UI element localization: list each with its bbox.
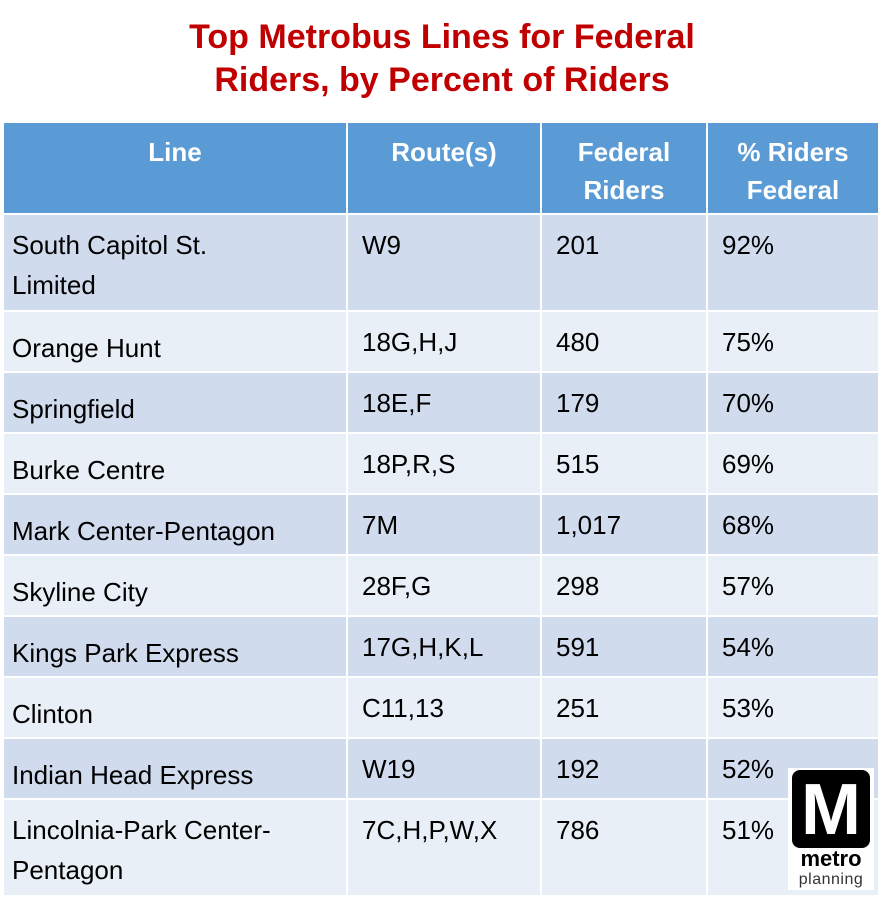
cell-federal-riders: 786 (540, 798, 708, 897)
metro-planning-logo: M metro planning (788, 768, 874, 890)
cell-pct-federal: 69% (706, 432, 880, 495)
cell-line: Clinton (2, 676, 348, 739)
cell-line: Burke Centre (2, 432, 348, 495)
table-row: Lincolnia-Park Center-Pentagon 7C,H,P,W,… (2, 798, 880, 897)
cell-federal-riders: 480 (540, 310, 708, 373)
federal-riders-table: Line Route(s) Federal Riders % Riders Fe… (2, 121, 880, 897)
table-row: Mark Center-Pentagon 7M 1,017 68% (2, 493, 880, 556)
table-row: Clinton C11,13 251 53% (2, 676, 880, 739)
cell-line: Skyline City (2, 554, 348, 617)
title-line-2: Riders, by Percent of Riders (214, 61, 670, 99)
logo-planning-word: planning (798, 871, 864, 888)
table-header-row: Line Route(s) Federal Riders % Riders Fe… (2, 121, 880, 215)
cell-routes: 18G,H,J (346, 310, 542, 373)
cell-routes: W19 (346, 737, 542, 800)
cell-federal-riders: 298 (540, 554, 708, 617)
cell-pct-federal: 57% (706, 554, 880, 617)
cell-pct-federal: 70% (706, 371, 880, 434)
cell-federal-riders: 179 (540, 371, 708, 434)
header-pct-federal: % Riders Federal (706, 121, 880, 215)
cell-routes: 17G,H,K,L (346, 615, 542, 678)
cell-line: Kings Park Express (2, 615, 348, 678)
cell-federal-riders: 201 (540, 213, 708, 312)
cell-pct-federal: 68% (706, 493, 880, 556)
cell-pct-federal: 92% (706, 213, 880, 312)
table-row: Burke Centre 18P,R,S 515 69% (2, 432, 880, 495)
logo-letter: M (801, 770, 861, 850)
cell-federal-riders: 192 (540, 737, 708, 800)
cell-line: Indian Head Express (2, 737, 348, 800)
table-row: Skyline City 28F,G 298 57% (2, 554, 880, 617)
cell-federal-riders: 591 (540, 615, 708, 678)
table-row: South Capitol St. Limited W9 201 92% (2, 213, 880, 312)
cell-line: Orange Hunt (2, 310, 348, 373)
table-row: Indian Head Express W19 192 52% (2, 737, 880, 800)
table-row: Springfield 18E,F 179 70% (2, 371, 880, 434)
cell-line: Springfield (2, 371, 348, 434)
table-row: Orange Hunt 18G,H,J 480 75% (2, 310, 880, 373)
cell-federal-riders: 515 (540, 432, 708, 495)
header-routes: Route(s) (346, 121, 542, 215)
cell-routes: 28F,G (346, 554, 542, 617)
cell-pct-federal: 75% (706, 310, 880, 373)
cell-federal-riders: 1,017 (540, 493, 708, 556)
table-row: Kings Park Express 17G,H,K,L 591 54% (2, 615, 880, 678)
cell-line: Mark Center-Pentagon (2, 493, 348, 556)
cell-federal-riders: 251 (540, 676, 708, 739)
logo-metro-word: metro (800, 846, 862, 871)
cell-line: South Capitol St. Limited (2, 213, 348, 312)
page-title: Top Metrobus Lines for Federal Riders, b… (0, 16, 884, 102)
cell-routes: W9 (346, 213, 542, 312)
cell-routes: 18P,R,S (346, 432, 542, 495)
cell-routes: 18E,F (346, 371, 542, 434)
header-federal-riders: Federal Riders (540, 121, 708, 215)
title-line-1: Top Metrobus Lines for Federal (189, 18, 695, 56)
cell-line: Lincolnia-Park Center-Pentagon (2, 798, 348, 897)
cell-routes: 7C,H,P,W,X (346, 798, 542, 897)
header-line: Line (2, 121, 348, 215)
metro-m-icon: M (792, 770, 870, 850)
cell-routes: 7M (346, 493, 542, 556)
cell-pct-federal: 54% (706, 615, 880, 678)
cell-pct-federal: 53% (706, 676, 880, 739)
cell-routes: C11,13 (346, 676, 542, 739)
